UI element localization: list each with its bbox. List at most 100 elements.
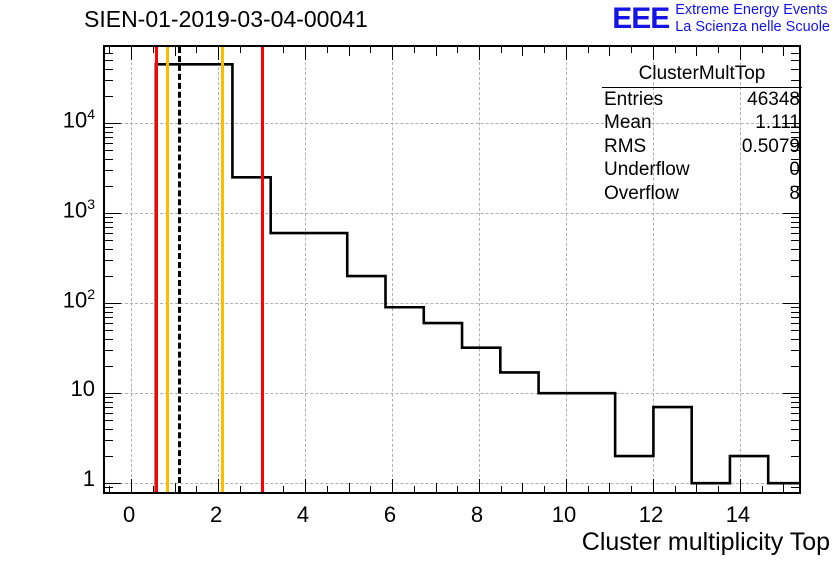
- axis-tick-x: [587, 486, 589, 492]
- axis-tick-x: [174, 47, 176, 56]
- axis-tick-x: [239, 47, 241, 53]
- gridline-horizontal: [105, 483, 799, 485]
- axis-tick-y: [791, 248, 799, 250]
- axis-tick-x: [109, 47, 111, 53]
- y-tick-label: 10: [70, 376, 95, 402]
- stats-box: ClusterMultTop Entries 46348 Mean 1.111 RMS 0…: [602, 62, 802, 205]
- axis-tick-y: [105, 401, 113, 403]
- axis-tick-y: [791, 440, 799, 442]
- axis-tick-y: [791, 158, 799, 160]
- axis-tick-x: [131, 479, 133, 492]
- axis-tick-x: [674, 47, 676, 53]
- gridline-horizontal: [105, 213, 799, 215]
- axis-tick-y: [791, 170, 799, 172]
- axis-tick-y: [105, 487, 113, 489]
- axis-tick-y: [791, 143, 799, 145]
- eee-logo-line1: Extreme Energy Events: [675, 2, 828, 18]
- axis-tick-x: [565, 479, 567, 492]
- axis-tick-x: [718, 486, 720, 492]
- axis-tick-x: [479, 479, 480, 492]
- stats-row-value: 0: [789, 159, 800, 180]
- axis-tick-x: [435, 47, 437, 56]
- axis-tick-y: [105, 428, 113, 430]
- axis-tick-y: [105, 413, 113, 415]
- axis-tick-y: [105, 131, 113, 133]
- axis-tick-x: [522, 483, 524, 492]
- axis-tick-y: [791, 413, 799, 415]
- axis-tick-y: [791, 127, 799, 129]
- axis-tick-x: [500, 47, 502, 53]
- axis-tick-y: [105, 60, 113, 62]
- axis-tick-y: [791, 401, 799, 403]
- x-tick-label: 10: [551, 502, 577, 527]
- axis-tick-x: [761, 486, 763, 492]
- axis-tick-y: [791, 366, 799, 368]
- marker-line-red-high: [261, 47, 265, 492]
- axis-tick-y: [791, 150, 799, 152]
- axis-tick-y: [105, 158, 113, 160]
- axis-tick-x: [152, 486, 154, 492]
- axis-tick-x: [283, 47, 285, 53]
- axis-tick-y: [105, 317, 113, 319]
- x-tick-label: 8: [470, 502, 484, 527]
- axis-tick-y: [105, 338, 113, 340]
- axis-tick-y: [791, 240, 799, 242]
- axis-tick-y: [791, 68, 799, 70]
- x-tick-label: 4: [296, 502, 310, 527]
- axis-tick-x: [392, 479, 394, 492]
- axis-tick-x: [370, 486, 372, 492]
- axis-tick-y: [791, 487, 799, 489]
- axis-tick-y: [791, 420, 799, 422]
- axis-tick-y: [791, 137, 799, 139]
- axis-tick-y: [791, 95, 799, 97]
- axis-tick-y: [105, 311, 113, 313]
- axis-tick-x: [435, 483, 437, 492]
- plot-area: [105, 47, 799, 492]
- axis-tick-y: [791, 221, 799, 223]
- stats-row: RMS 0.5079: [602, 135, 802, 159]
- gridline-horizontal: [105, 393, 799, 395]
- eee-logo-text: Extreme Energy Events La Scienza nelle S…: [675, 2, 830, 36]
- axis-tick-y: [105, 393, 121, 395]
- gridline-vertical: [131, 47, 133, 492]
- axis-tick-x: [565, 47, 567, 60]
- axis-tick-x: [718, 47, 720, 53]
- axis-tick-x: [783, 47, 785, 56]
- axis-tick-y: [791, 217, 799, 219]
- axis-tick-y: [791, 407, 799, 409]
- stats-title: ClusterMultTop: [602, 62, 802, 88]
- axis-tick-x: [631, 486, 633, 492]
- axis-tick-x: [283, 486, 285, 492]
- axis-tick-y: [791, 397, 799, 399]
- axis-tick-y: [105, 303, 121, 305]
- axis-tick-x: [500, 486, 502, 492]
- axis-tick-y: [791, 307, 799, 309]
- axis-tick-x: [218, 47, 220, 60]
- axis-tick-x: [370, 47, 372, 53]
- axis-tick-y: [791, 60, 799, 62]
- axis-tick-y: [783, 213, 799, 215]
- axis-tick-y: [105, 170, 113, 172]
- axis-tick-x: [348, 483, 350, 492]
- axis-tick-y: [105, 307, 113, 309]
- axis-tick-y: [105, 68, 113, 70]
- axis-tick-x: [196, 486, 198, 492]
- x-tick-label: 2: [209, 502, 223, 527]
- axis-tick-y: [105, 407, 113, 409]
- axis-tick-x: [174, 483, 176, 492]
- axis-tick-x: [739, 47, 741, 60]
- axis-tick-y: [105, 276, 113, 278]
- axis-tick-y: [105, 483, 121, 485]
- axis-tick-y: [791, 80, 799, 82]
- axis-tick-y: [105, 456, 113, 458]
- axis-tick-y: [105, 440, 113, 442]
- axis-tick-x: [544, 486, 546, 492]
- y-tick-label: 104: [62, 106, 95, 133]
- y-tick-label: 102: [62, 286, 95, 313]
- stats-row: Entries 46348: [602, 88, 802, 112]
- axis-tick-x: [305, 479, 307, 492]
- axis-tick-y: [105, 420, 113, 422]
- eee-logo: EEE Extreme Energy Events La Scienza nel…: [612, 2, 830, 36]
- axis-tick-x: [152, 47, 154, 53]
